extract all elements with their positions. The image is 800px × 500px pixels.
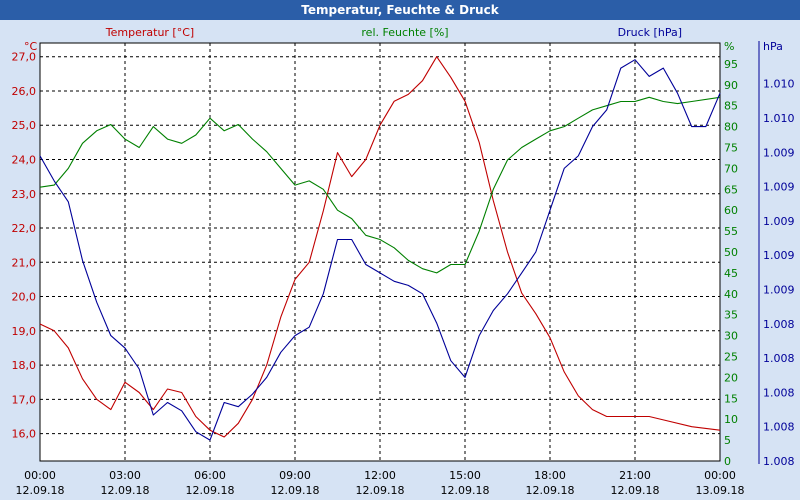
temperature-tick: 22,0 [12,222,37,235]
humidity-tick: 50 [724,246,738,259]
humidity-tick: 15 [724,392,738,405]
x-tick-date: 12.09.18 [526,484,575,497]
temperature-tick: 17,0 [12,393,37,406]
pressure-tick: 1.008 [763,455,795,468]
pressure-tick: 1.009 [763,215,795,228]
x-tick-date: 12.09.18 [101,484,150,497]
x-tick-time: 03:00 [109,469,141,482]
x-tick-time: 06:00 [194,469,226,482]
pressure-tick: 1.009 [763,146,795,159]
pressure-tick: 1.009 [763,181,795,194]
humidity-series-line [39,96,721,274]
temperature-tick: 26,0 [12,85,37,98]
temperature-unit: °C [24,40,38,53]
temperature-tick: 18,0 [12,359,37,372]
pressure-tick: 1.008 [763,318,795,331]
pressure-tick: 1.010 [763,78,795,91]
x-tick-time: 18:00 [534,469,566,482]
humidity-tick: 90 [724,79,738,92]
humidity-tick: 5 [724,434,731,447]
humidity-tick: 40 [724,288,738,301]
x-tick-time: 00:00 [704,469,736,482]
temperature-tick: 16,0 [12,428,37,441]
x-tick-time: 00:00 [24,469,56,482]
humidity-tick: 60 [724,204,738,217]
x-tick-date: 12.09.18 [441,484,490,497]
humidity-tick: 20 [724,371,738,384]
humidity-tick: 45 [724,267,738,280]
temperature-label: Temperatur [°C] [105,26,194,39]
pressure-unit: hPa [763,40,783,53]
x-tick-date: 12.09.18 [186,484,235,497]
humidity-tick: 85 [724,100,738,113]
x-tick-time: 21:00 [619,469,651,482]
temperature-tick: 25,0 [12,119,37,132]
temperature-tick: 27,0 [12,51,37,64]
x-tick-date: 12.09.18 [356,484,405,497]
pressure-tick: 1.010 [763,112,795,125]
temperature-tick: 24,0 [12,153,37,166]
gridlines [40,43,720,461]
series-layer [39,56,721,441]
humidity-tick: 30 [724,330,738,343]
x-tick-date: 12.09.18 [611,484,660,497]
pressure-tick: 1.009 [763,284,795,297]
pressure-label: Druck [hPa] [618,26,682,39]
x-tick-date: 13.09.18 [696,484,745,497]
temperature-tick: 19,0 [12,325,37,338]
pressure-tick: 1.008 [763,386,795,399]
pressure-tick: 1.009 [763,249,795,262]
humidity-tick: 75 [724,142,738,155]
humidity-tick: 95 [724,58,738,71]
humidity-tick: 70 [724,162,738,175]
temperature-tick: 23,0 [12,188,37,201]
x-tick-time: 15:00 [449,469,481,482]
temperature-series-line [39,56,721,438]
temperature-tick: 21,0 [12,256,37,269]
humidity-tick: 10 [724,413,738,426]
x-tick-date: 12.09.18 [271,484,320,497]
axes-layer: 00:00 12.09.18 03:00 12.09.18 06:00 12.09.18 0… [12,26,795,497]
humidity-tick: 35 [724,309,738,322]
window-title: Temperatur, Feuchte & Druck [0,0,800,20]
humidity-label: rel. Feuchte [%] [361,26,448,39]
temperature-tick: 20,0 [12,291,37,304]
pressure-series-line [39,59,721,441]
humidity-tick: 25 [724,351,738,364]
humidity-tick: 55 [724,225,738,238]
humidity-tick: 0 [724,455,731,468]
x-tick-time: 12:00 [364,469,396,482]
pressure-tick: 1.008 [763,352,795,365]
x-tick-time: 09:00 [279,469,311,482]
humidity-unit: % [724,40,734,53]
humidity-tick: 80 [724,121,738,134]
pressure-tick: 1.008 [763,421,795,434]
humidity-tick: 65 [724,183,738,196]
x-tick-date: 12.09.18 [16,484,65,497]
